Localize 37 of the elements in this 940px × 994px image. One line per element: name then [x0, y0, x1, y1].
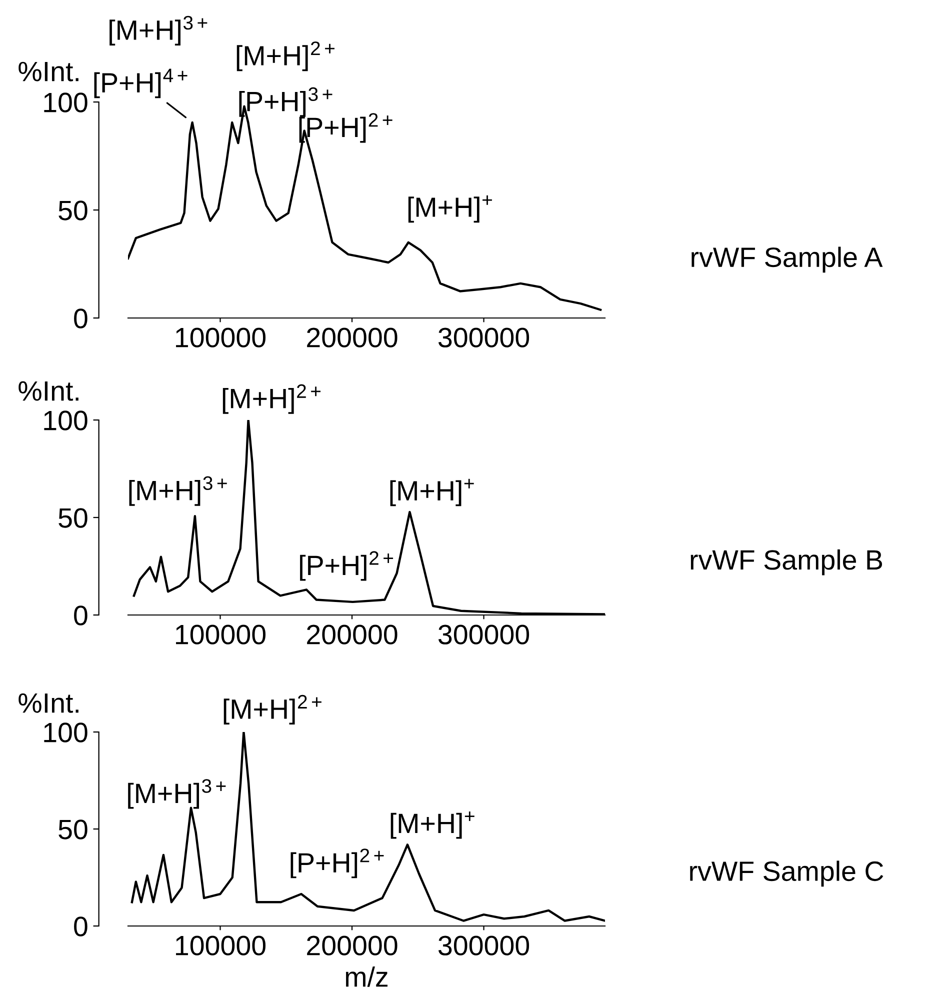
y-tick-label: 50: [58, 820, 88, 840]
y-tick-label: 50: [58, 200, 88, 220]
x-axis-title: m/z: [346, 966, 388, 987]
annotation: [M+H]$^{+}$: [408, 195, 492, 223]
text: rvWF Sample C: [690, 860, 884, 887]
annotation: [M+H]$^{2+}$: [236, 41, 334, 72]
x-tick-label: 200000: [307, 624, 398, 644]
y-axis-title: %Int.: [18, 62, 78, 82]
y-tick-label: 0: [74, 606, 88, 626]
y-tick-label: 100: [44, 722, 88, 742]
text: [M+H]$^{3+}$: [110, 16, 208, 46]
y-tick-label: 100: [44, 92, 88, 112]
y-tick-label: 0: [74, 308, 88, 328]
annotation: [M+H]$^{+}$: [390, 812, 474, 839]
x-tick-label: 300000: [438, 624, 530, 644]
x-tick-label: 300000: [438, 328, 530, 348]
text: rvWF Sample A: [692, 246, 883, 273]
y-tick-label: 100: [44, 410, 88, 430]
x-tick-label: 200000: [307, 328, 398, 348]
y-tick-label: 50: [58, 508, 88, 528]
text: rvWF Sample B: [690, 549, 882, 576]
annotation: [P+H]$^{2+}$: [290, 848, 384, 878]
y-axis-title: %Int.: [18, 381, 78, 401]
annotation: [P+H]$^{4+}$: [94, 68, 188, 98]
x-tick-label: 100000: [176, 328, 266, 348]
annotation: [M+H]$^{3+}$: [128, 779, 226, 809]
annotation: [M+H]$^{3+}$: [129, 476, 227, 506]
x-tick-label: 100000: [176, 624, 266, 644]
x-tick-label: 300000: [438, 936, 530, 956]
x-tick-label: 200000: [307, 936, 398, 956]
y-tick-label: 0: [74, 916, 88, 936]
annotation: [M+H]$^{2+}$: [224, 694, 322, 725]
y-axis-title: %Int.: [18, 693, 78, 713]
annotation: [P+H]$^{2+}$: [300, 551, 394, 581]
annotation: [M+H]$^{2+}$: [222, 384, 321, 414]
x-tick-label: 100000: [176, 936, 266, 956]
annotation: [M+H]$^{+}$: [390, 478, 474, 506]
